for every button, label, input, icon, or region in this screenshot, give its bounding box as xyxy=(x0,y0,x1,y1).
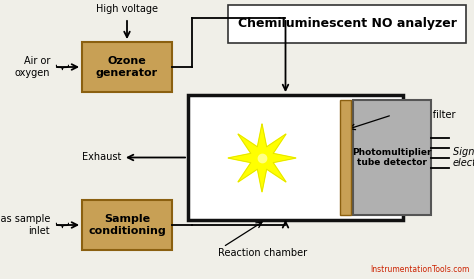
Text: InstrumentationTools.com: InstrumentationTools.com xyxy=(371,265,470,274)
FancyBboxPatch shape xyxy=(228,5,466,43)
Text: Sample
conditioning: Sample conditioning xyxy=(88,214,166,236)
FancyBboxPatch shape xyxy=(188,95,403,220)
FancyBboxPatch shape xyxy=(340,100,351,215)
Text: Photomultiplier
tube detector: Photomultiplier tube detector xyxy=(352,148,432,167)
FancyBboxPatch shape xyxy=(353,100,431,215)
Text: Gas sample
inlet: Gas sample inlet xyxy=(0,214,50,236)
Text: Exhaust: Exhaust xyxy=(82,153,121,162)
Polygon shape xyxy=(228,124,296,192)
Text: Ozone
generator: Ozone generator xyxy=(96,56,158,78)
Text: }: } xyxy=(52,62,66,71)
Text: Air or
oxygen: Air or oxygen xyxy=(15,56,50,78)
Text: Chemiluminescent NO analyzer: Chemiluminescent NO analyzer xyxy=(237,18,456,30)
Text: Optical filter: Optical filter xyxy=(395,110,456,120)
Text: Signal to
electronics: Signal to electronics xyxy=(453,147,474,168)
Text: Reaction chamber: Reaction chamber xyxy=(218,248,307,258)
Text: High voltage: High voltage xyxy=(96,4,158,14)
Text: }: } xyxy=(52,221,66,229)
FancyBboxPatch shape xyxy=(82,42,172,92)
FancyBboxPatch shape xyxy=(82,200,172,250)
